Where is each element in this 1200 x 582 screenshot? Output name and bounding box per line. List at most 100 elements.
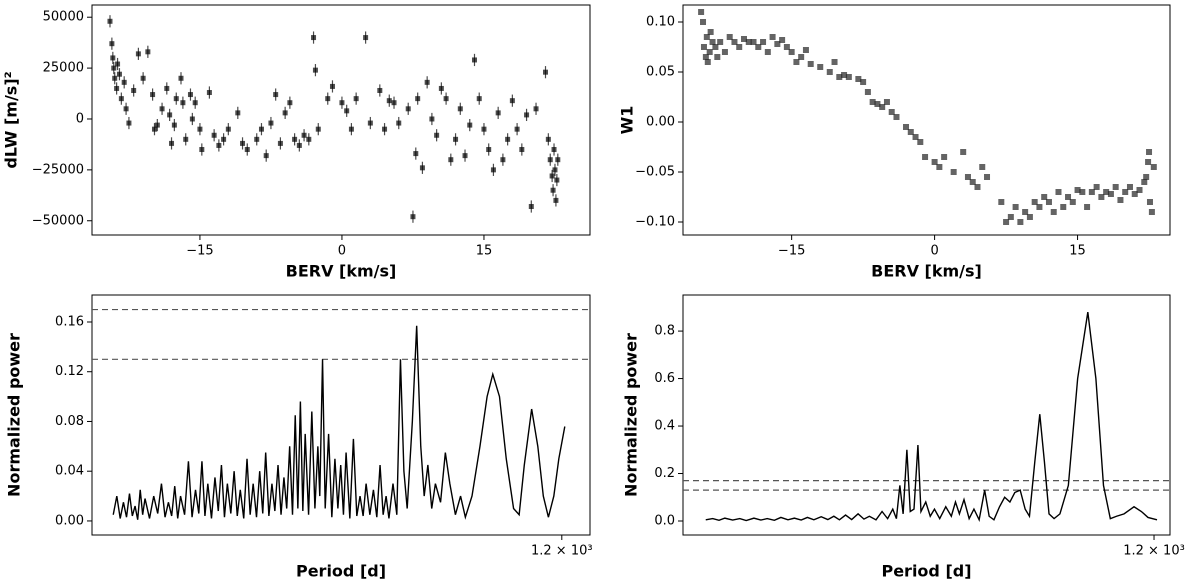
data-point [917, 139, 924, 145]
data-point [311, 35, 317, 41]
data-point [712, 44, 719, 50]
data-point [263, 153, 269, 159]
data-point [110, 55, 116, 61]
data-point [1150, 164, 1157, 170]
y-tick-label: 0.12 [55, 364, 84, 379]
data-point [1098, 194, 1105, 200]
data-point [329, 83, 335, 89]
y-axis-label: Normalized power [5, 333, 24, 497]
data-point [296, 142, 302, 148]
data-point [377, 87, 383, 93]
x-tick-label: 1.2 × 10³ [1123, 544, 1185, 559]
panel: 0.00 0.04 0.08 0.12 0.16 1.2 × 10³ Period [d] N… [5, 294, 593, 581]
data-point [173, 96, 179, 102]
data-point [509, 98, 515, 104]
data-point [549, 173, 555, 179]
plot-frame [682, 294, 1171, 536]
data-point [126, 120, 132, 126]
data-point [860, 79, 867, 85]
data-point [1145, 159, 1152, 165]
data-point [721, 49, 728, 55]
data-point [258, 126, 264, 132]
data-point [118, 96, 124, 102]
data-point [490, 167, 496, 173]
data-point [1079, 189, 1086, 195]
data-point [888, 109, 895, 115]
data-point [836, 74, 843, 80]
y-tick-label: 25000 [43, 61, 84, 76]
data-point [950, 169, 957, 175]
y-tick-label: 0.6 [654, 371, 675, 386]
data-point [500, 157, 506, 163]
data-point [115, 61, 121, 67]
data-point [413, 151, 419, 157]
data-point [704, 59, 711, 65]
data-point [552, 167, 558, 173]
data-point [717, 39, 724, 45]
data-point [941, 154, 948, 160]
data-point [1007, 214, 1014, 220]
data-point [702, 54, 709, 60]
data-point [312, 67, 318, 73]
data-point [167, 112, 173, 118]
data-point [268, 120, 274, 126]
y-axis-label: W1 [618, 106, 637, 135]
data-point [1146, 199, 1153, 205]
data-point [467, 122, 473, 128]
y-axis-label: dLW [m/s]² [2, 71, 21, 168]
data-point [145, 49, 151, 55]
y-tick-label: 0.10 [646, 15, 675, 30]
data-point [1074, 187, 1081, 193]
data-point [150, 92, 156, 98]
periodogram-line [705, 311, 1158, 523]
x-tick-label: −15 [778, 244, 805, 259]
y-tick-label: 0 [76, 111, 84, 126]
data-point [524, 112, 530, 118]
data-point [453, 136, 459, 142]
data-point [964, 174, 971, 180]
data-point [555, 157, 561, 163]
data-point [443, 96, 449, 102]
data-point [893, 114, 900, 120]
data-point [131, 87, 137, 93]
data-point [429, 116, 435, 122]
data-point [1060, 204, 1067, 210]
data-point [1146, 149, 1153, 155]
data-point [235, 110, 241, 116]
data-point [1084, 204, 1091, 210]
plot-frame [91, 294, 591, 536]
data-point [745, 39, 752, 45]
data-point [788, 49, 795, 55]
data-point [178, 75, 184, 81]
y-tick-label: −50000 [32, 213, 84, 228]
data-point [344, 108, 350, 114]
y-tick-label: 0.05 [646, 65, 675, 80]
data-point [755, 44, 762, 50]
periodogram-line [112, 325, 566, 520]
data-point [855, 76, 862, 82]
data-point [353, 96, 359, 102]
y-tick-label: −25000 [32, 162, 84, 177]
data-point [471, 57, 477, 63]
data-point [936, 164, 943, 170]
data-point [554, 177, 560, 183]
data-point [1065, 194, 1072, 200]
data-point [807, 61, 814, 67]
data-point [183, 136, 189, 142]
panel: 50000 25000 0 −25000 −50000 −15 0 15 BERV [km/s]… [2, 4, 591, 281]
data-point [707, 29, 714, 35]
data-point [164, 85, 170, 91]
panel: 0.10 0.05 0.00 −0.05 −0.10 −15 0 15 BERV [km/s] W… [618, 4, 1171, 281]
data-point [760, 39, 767, 45]
data-point [486, 147, 492, 153]
x-axis-label: BERV [km/s] [871, 262, 982, 281]
data-point [1126, 184, 1133, 190]
data-point [348, 126, 354, 132]
data-point [171, 122, 177, 128]
data-point [706, 49, 713, 55]
x-tick-label: 15 [476, 244, 493, 259]
data-point [726, 34, 733, 40]
data-point [462, 153, 468, 159]
data-point [325, 96, 331, 102]
data-point [114, 85, 120, 91]
